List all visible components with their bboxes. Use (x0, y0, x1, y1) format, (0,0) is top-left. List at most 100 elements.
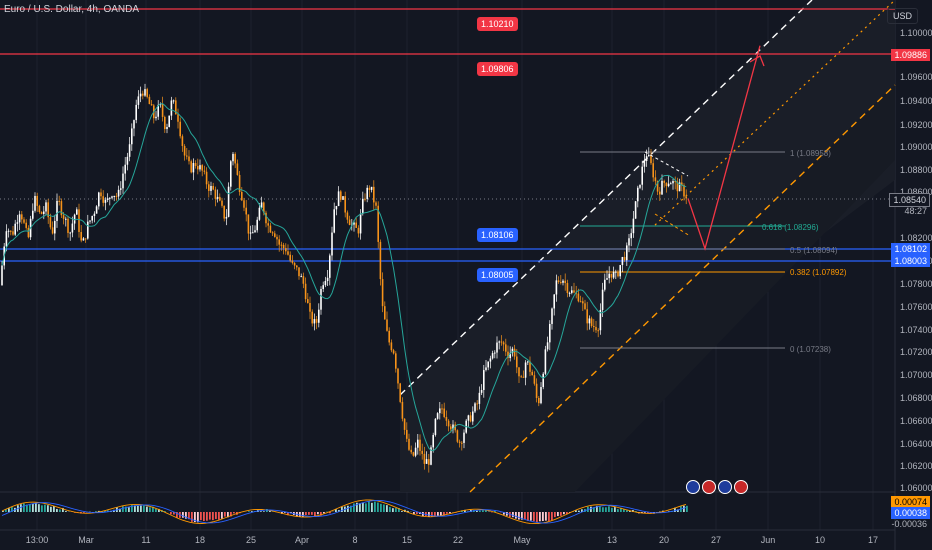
macd-histogram-bar (611, 507, 613, 512)
candle-body (208, 184, 210, 191)
candle-body (353, 222, 355, 225)
macd-histogram-bar (350, 505, 352, 512)
candle-body (496, 342, 498, 353)
candle-body (150, 104, 153, 106)
candle-body (357, 227, 360, 234)
candle-body (610, 273, 613, 278)
blue-level-tag-lower[interactable]: 1.08005 (477, 268, 518, 282)
candle-body (428, 459, 430, 465)
candle-body (478, 392, 481, 404)
macd-histogram-bar (596, 505, 598, 512)
candle-body (498, 341, 500, 343)
candle-body (637, 187, 639, 202)
candle-body (472, 411, 474, 422)
candle-body (142, 93, 144, 96)
candle-body (379, 241, 382, 280)
blue-level-tag-upper[interactable]: 1.08106 (477, 228, 518, 242)
candle-body (619, 265, 621, 277)
candle-body (562, 280, 564, 283)
candle-body (197, 166, 199, 170)
macd-histogram-bar (506, 512, 508, 516)
currency-button[interactable]: USD (886, 8, 918, 24)
time-tick-label: Apr (294, 535, 310, 545)
candle-body (403, 418, 406, 430)
fib-level-05: 0.5 (1.08094) (790, 246, 838, 255)
macd-histogram-bar (464, 509, 466, 512)
eu-flag-icon[interactable] (686, 480, 700, 494)
candle-body (78, 209, 80, 233)
macd-histogram-bar (269, 511, 271, 512)
macd-histogram-bar (218, 512, 220, 520)
macd-histogram-bar (119, 508, 121, 512)
macd-histogram-bar (191, 512, 193, 522)
candle-body (676, 181, 679, 192)
candle-body (612, 271, 615, 278)
candle-body (313, 319, 316, 324)
candle-body (104, 199, 107, 203)
candle-body (89, 220, 91, 222)
candle-body (340, 191, 342, 200)
candle-body (293, 262, 296, 266)
candle-body (87, 221, 89, 239)
candle-body (170, 100, 173, 116)
candle-body (524, 362, 527, 378)
countdown-tag: 48:27 (904, 206, 927, 216)
macd-histogram-bar (374, 501, 376, 512)
candle-body (432, 434, 434, 448)
price-tick-label: 1.06200 (900, 461, 932, 471)
candle-body (258, 207, 261, 220)
macd-histogram-bar (383, 504, 385, 512)
candle-body (21, 214, 23, 220)
candle-body (656, 181, 659, 192)
macd-histogram-bar (365, 503, 367, 512)
red-level-tag-mid[interactable]: 1.09806 (477, 62, 518, 76)
macd-histogram-bar (104, 510, 106, 512)
eu-flag-icon-2[interactable] (718, 480, 732, 494)
candle-body (201, 165, 203, 171)
candle-body (175, 100, 177, 115)
time-tick-label: Jun (760, 535, 776, 545)
macd-histogram-bar (53, 505, 55, 512)
macd-histogram-bar (212, 512, 214, 521)
macd-histogram-bar (398, 507, 400, 512)
candle-body (51, 227, 54, 234)
us-flag-icon[interactable] (702, 480, 716, 494)
candle-body (278, 239, 280, 245)
channel-bottom-line (469, 84, 896, 493)
candle-body (76, 209, 78, 215)
macd-histogram-bar (395, 508, 397, 512)
candle-body (82, 238, 85, 241)
macd-histogram-bar (626, 510, 628, 512)
macd-histogram-bar (98, 510, 100, 512)
candle-body (300, 276, 302, 278)
macd-histogram-bar (428, 512, 430, 517)
candle-body (436, 413, 439, 419)
red-level-tag-top[interactable]: 1.10210 (477, 17, 518, 31)
candle-body (32, 210, 34, 219)
macd-histogram-bar (224, 512, 226, 517)
candle-body (370, 186, 373, 190)
candle-body (557, 280, 560, 283)
event-flag-icons[interactable] (686, 480, 748, 494)
macd-histogram-bar (413, 512, 415, 514)
price-tick-label: 1.09600 (900, 72, 932, 82)
candle-body (412, 452, 415, 456)
candle-body (617, 271, 619, 277)
candle-body (67, 218, 69, 233)
us-flag-icon-2[interactable] (734, 480, 748, 494)
candle-body (249, 232, 252, 234)
candle-body (597, 330, 599, 332)
macd-histogram-bar (434, 512, 436, 516)
candle-body (364, 198, 366, 200)
time-tick-label: 17 (867, 535, 879, 545)
candle-body (560, 282, 562, 284)
candle-body (643, 161, 646, 167)
candle-body (665, 182, 668, 187)
candle-body (256, 219, 258, 231)
candle-body (494, 352, 496, 354)
candle-body (452, 424, 454, 430)
candle-body (146, 89, 148, 97)
candle-body (377, 205, 379, 242)
macd-histogram-bar (359, 503, 361, 512)
